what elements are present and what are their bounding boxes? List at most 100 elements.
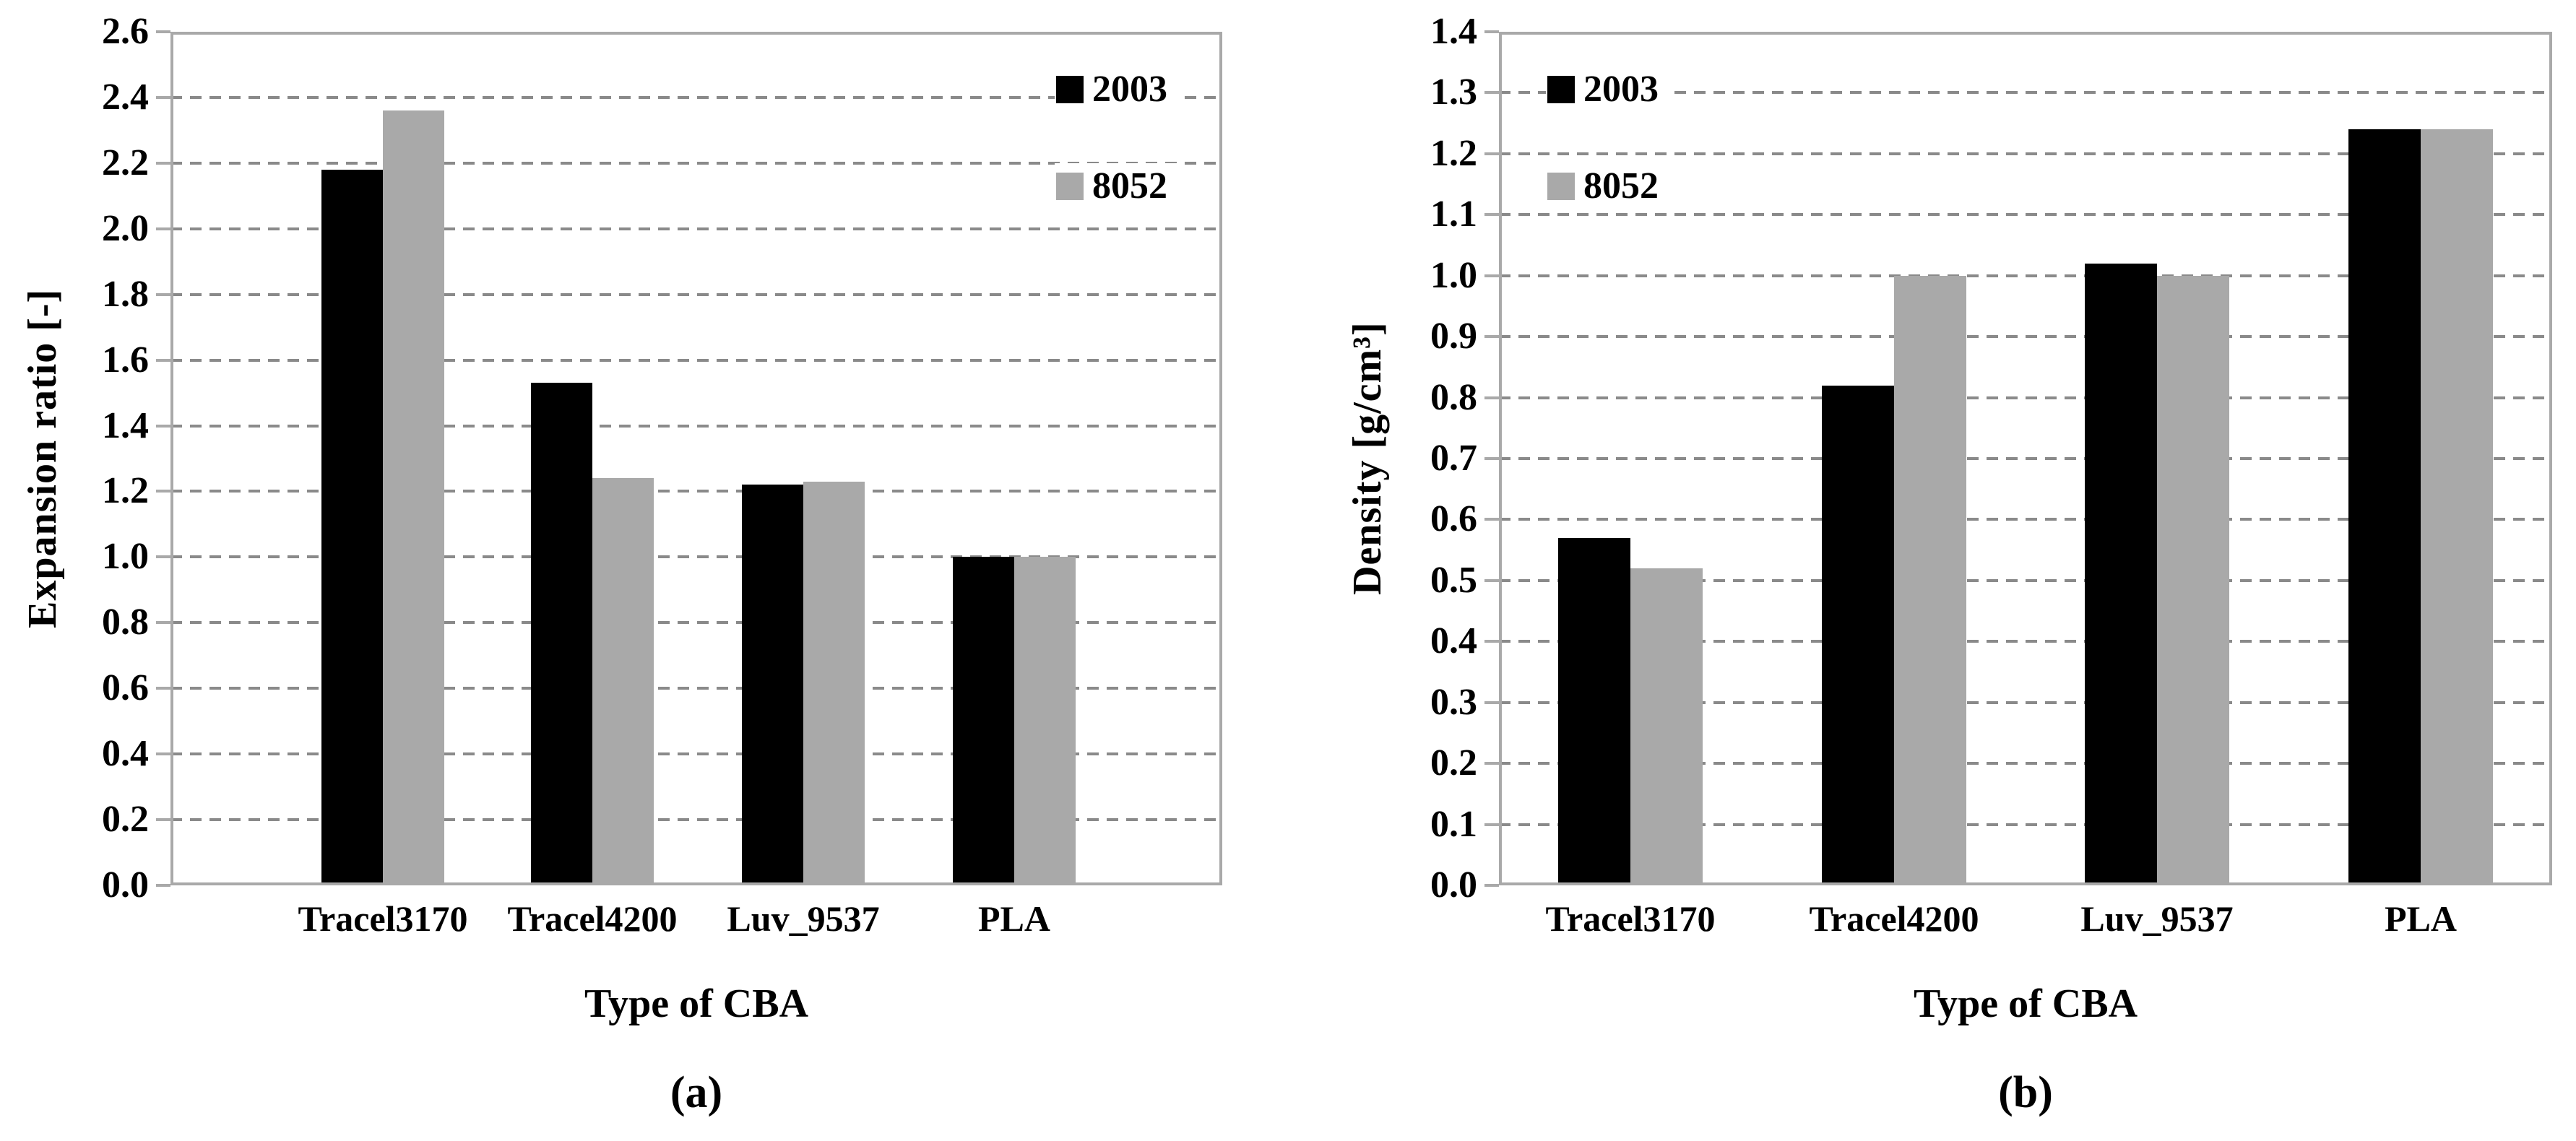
y-tick-0.5 [1484, 578, 1499, 582]
y-tick-label-1.1: 1.1 [1430, 194, 1477, 235]
y-tick-0.2 [1484, 762, 1499, 765]
y-tick-0.7 [1484, 457, 1499, 460]
y-tick-label-1.2: 1.2 [102, 470, 149, 512]
y-tick-label-1.3: 1.3 [1430, 71, 1477, 113]
bar-Luv_9537-2003 [2085, 263, 2157, 885]
y-tick-0.0 [156, 884, 170, 887]
bar-Luv_9537-8052 [803, 481, 865, 885]
gridline-0.2 [1499, 762, 2552, 765]
y-tick-label-0.7: 0.7 [1430, 438, 1477, 479]
y-tick-label-0.6: 0.6 [1430, 498, 1477, 540]
category-label-Tracel3170: Tracel3170 [298, 898, 468, 939]
y-tick-0.8 [156, 621, 170, 625]
y-tick-1.6 [156, 358, 170, 362]
gridline-1.0 [1499, 274, 2552, 277]
gridline-2.4 [170, 95, 1222, 99]
y-tick-0.4 [156, 752, 170, 756]
y-tick-1.4 [156, 424, 170, 428]
y-tick-label-0.4: 0.4 [102, 733, 149, 775]
y-tick-1.4 [1484, 30, 1499, 33]
gridline-0.2 [170, 818, 1222, 822]
bar-Tracel4200-2003 [1822, 385, 1894, 885]
gridline-0.8 [1499, 396, 2552, 399]
bar-PLA-2003 [2348, 129, 2421, 885]
legend-entry-2003: 2003 [1055, 66, 1183, 113]
legend-entry-8052: 8052 [1546, 163, 1674, 209]
category-label-Luv_9537: Luv_9537 [727, 898, 880, 939]
legend-entry-8052: 8052 [1055, 163, 1183, 209]
legend-swatch-8052 [1056, 173, 1084, 200]
y-tick-label-0.2: 0.2 [102, 799, 149, 841]
y-tick-label-2.4: 2.4 [102, 76, 149, 118]
bar-PLA-8052 [2421, 129, 2493, 885]
bar-Tracel4200-2003 [531, 383, 592, 885]
y-tick-1.2 [156, 490, 170, 493]
gridline-0.1 [1499, 823, 2552, 826]
gridline-1.3 [1499, 91, 2552, 95]
gridline-1.1 [1499, 213, 2552, 217]
gridline-0.6 [1499, 518, 2552, 521]
y-tick-label-0.1: 0.1 [1430, 803, 1477, 845]
category-label-PLA: PLA [2385, 898, 2457, 939]
bar-Tracel3170-2003 [1558, 537, 1630, 885]
gridline-1.0 [170, 555, 1222, 559]
y-tick-label-1.4: 1.4 [102, 404, 149, 446]
y-tick-1.8 [156, 292, 170, 296]
y-tick-label-0.6: 0.6 [102, 667, 149, 709]
panel-caption-b: (b) [1998, 1068, 2053, 1117]
bar-Tracel3170-8052 [383, 110, 444, 885]
category-label-Tracel3170: Tracel3170 [1545, 898, 1716, 939]
bar-Tracel3170-8052 [1630, 568, 1703, 885]
gridline-0.7 [1499, 457, 2552, 460]
gridline-0.6 [170, 687, 1222, 690]
legend-swatch-8052 [1547, 173, 1575, 200]
bar-PLA-2003 [953, 557, 1014, 885]
y-tick-0.4 [1484, 640, 1499, 643]
gridline-1.2 [1499, 152, 2552, 155]
y-tick-2.0 [156, 227, 170, 230]
y-tick-0.1 [1484, 823, 1499, 826]
gridline-2.0 [170, 227, 1222, 230]
y-tick-label-2.2: 2.2 [102, 142, 149, 183]
category-label-Tracel4200: Tracel4200 [1809, 898, 1979, 939]
category-label-Tracel4200: Tracel4200 [507, 898, 678, 939]
bar-Luv_9537-8052 [2157, 275, 2229, 885]
y-tick-label-0.8: 0.8 [102, 602, 149, 643]
y-tick-1.0 [1484, 274, 1499, 277]
legend-label-8052: 8052 [1092, 165, 1167, 207]
y-tick-label-1.6: 1.6 [102, 339, 149, 381]
y-tick-0.8 [1484, 396, 1499, 399]
y-tick-label-1.0: 1.0 [1430, 254, 1477, 296]
y-tick-0.6 [1484, 518, 1499, 521]
bar-Luv_9537-2003 [742, 485, 803, 885]
y-tick-label-1.8: 1.8 [102, 273, 149, 315]
legend-entry-2003: 2003 [1546, 66, 1674, 113]
y-tick-2.4 [156, 95, 170, 99]
y-tick-0.3 [1484, 700, 1499, 704]
panel-caption-a: (a) [670, 1068, 723, 1117]
gridline-1.2 [170, 490, 1222, 493]
bar-Tracel4200-8052 [1894, 275, 1966, 885]
y-tick-label-1.0: 1.0 [102, 536, 149, 578]
legend-swatch-2003 [1056, 76, 1084, 103]
y-tick-0.9 [1484, 335, 1499, 339]
gridline-0.8 [170, 621, 1222, 625]
bar-Tracel4200-8052 [592, 478, 654, 885]
gridline-0.5 [1499, 578, 2552, 582]
y-tick-1.0 [156, 555, 170, 559]
gridline-1.8 [170, 292, 1222, 296]
y-tick-label-2.0: 2.0 [102, 207, 149, 249]
y-tick-1.1 [1484, 213, 1499, 217]
y-tick-label-0.0: 0.0 [1430, 864, 1477, 906]
y-tick-1.2 [1484, 152, 1499, 155]
gridline-0.9 [1499, 335, 2552, 339]
gridline-2.2 [170, 161, 1222, 165]
legend-swatch-2003 [1547, 76, 1575, 103]
y-tick-label-0.4: 0.4 [1430, 620, 1477, 662]
plot-area: 2003 8052 [1499, 32, 2552, 885]
x-axis-title-type-of-cba: Type of CBA [1913, 981, 2138, 1026]
category-label-PLA: PLA [978, 898, 1050, 939]
gridline-0.3 [1499, 700, 2552, 704]
y-tick-label-1.4: 1.4 [1430, 11, 1477, 52]
